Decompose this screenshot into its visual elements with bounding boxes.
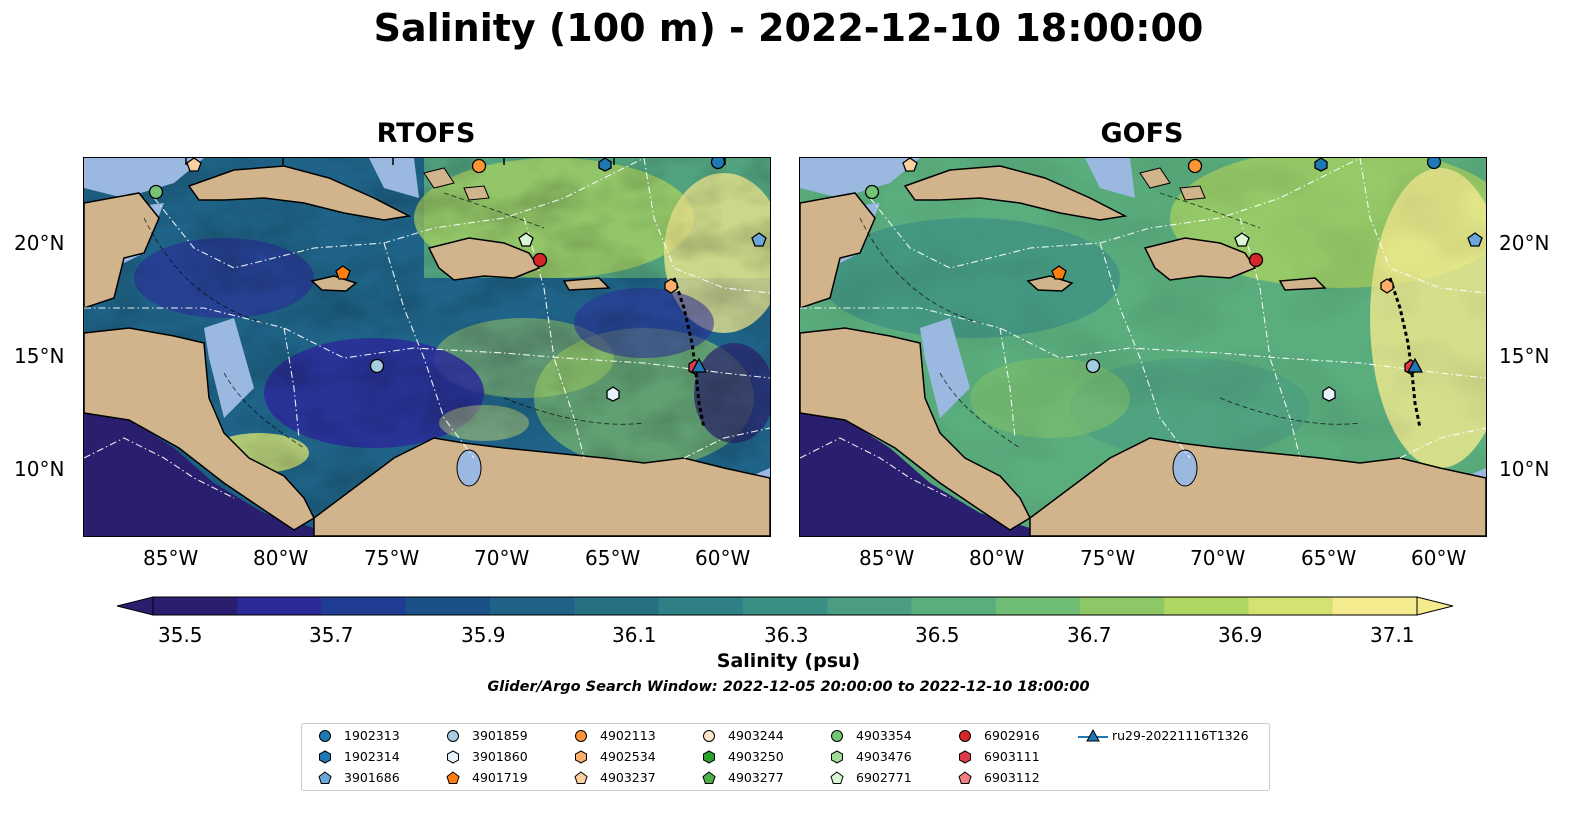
colorbar-tick-35-9: 35.9 xyxy=(461,623,506,647)
colorbar-tick-36-3: 36.3 xyxy=(764,623,809,647)
lon-label-65w-left: 65°W xyxy=(585,546,641,570)
legend-label: 4901719 xyxy=(472,770,528,785)
colorbar-extend-min xyxy=(116,596,154,616)
search-window-note: Glider/Argo Search Window: 2022-12-05 20… xyxy=(487,679,1090,695)
colorbar-segment xyxy=(490,597,575,615)
lon-label-65w-right: 65°W xyxy=(1301,546,1357,570)
legend-label: 3901859 xyxy=(472,728,528,743)
legend-label: 4903250 xyxy=(728,749,784,764)
lat-label-20n-right: 20°N xyxy=(1499,231,1550,255)
lat-label-15n-left: 15°N xyxy=(14,344,65,368)
colorbar-segment xyxy=(911,597,997,615)
legend-label: 6903112 xyxy=(984,770,1040,785)
colorbar-extend-max xyxy=(1416,596,1454,616)
colorbar-segment xyxy=(1332,597,1418,615)
colorbar-tick-37-1: 37.1 xyxy=(1370,623,1415,647)
legend-label: 1902313 xyxy=(344,728,400,743)
lon-label-70w-left: 70°W xyxy=(474,546,530,570)
lon-label-70w-right: 70°W xyxy=(1190,546,1246,570)
colorbar-tick-36-5: 36.5 xyxy=(915,623,960,647)
colorbar-segment xyxy=(995,597,1081,615)
colorbar-segment xyxy=(658,597,744,615)
legend-label: 4902534 xyxy=(600,749,656,764)
lon-label-80w-left: 80°W xyxy=(253,546,309,570)
colorbar-segment xyxy=(153,597,238,615)
panel-title-rtofs: RTOFS xyxy=(376,118,476,149)
legend-label: 6902916 xyxy=(984,728,1040,743)
lat-label-15n-right: 15°N xyxy=(1499,344,1550,368)
legend: 1902313 1902314 3901686 3901859 3901860 49017… xyxy=(301,723,1270,791)
panel-title-gofs: GOFS xyxy=(1100,118,1184,149)
colorbar-label: Salinity (psu) xyxy=(716,650,861,672)
legend-label: 1902314 xyxy=(344,749,400,764)
colorbar-segment xyxy=(574,597,660,615)
colorbar-segment xyxy=(321,597,407,615)
legend-label: 6903111 xyxy=(984,749,1040,764)
lon-label-75w-left: 75°W xyxy=(364,546,420,570)
colorbar-segment xyxy=(237,597,323,615)
legend-label: 6902771 xyxy=(856,770,912,785)
lon-label-85w-left: 85°W xyxy=(143,546,199,570)
colorbar-tick-35-7: 35.7 xyxy=(309,623,354,647)
colorbar-segment xyxy=(827,597,912,615)
colorbar-tick-35-5: 35.5 xyxy=(158,623,203,647)
lat-label-10n-right: 10°N xyxy=(1499,457,1550,481)
colorbar xyxy=(116,596,1454,616)
colorbar-tick-36-7: 36.7 xyxy=(1067,623,1112,647)
lon-label-60w-right: 60°W xyxy=(1411,546,1467,570)
rtofs-map xyxy=(83,157,771,537)
legend-label: 4902113 xyxy=(600,728,656,743)
colorbar-tick-36-9: 36.9 xyxy=(1218,623,1263,647)
gofs-map xyxy=(799,157,1487,537)
colorbar-segment xyxy=(742,597,828,615)
colorbar-segment xyxy=(1248,597,1334,615)
legend-label: 4903244 xyxy=(728,728,784,743)
colorbar-segment xyxy=(1079,597,1165,615)
colorbar-segment xyxy=(1164,597,1249,615)
legend-label: 4903237 xyxy=(600,770,656,785)
lon-label-85w-right: 85°W xyxy=(859,546,915,570)
legend-label: 3901686 xyxy=(344,770,400,785)
lat-label-20n-left: 20°N xyxy=(14,231,65,255)
legend-label: 3901860 xyxy=(472,749,528,764)
lon-label-60w-left: 60°W xyxy=(695,546,751,570)
lat-label-10n-left: 10°N xyxy=(14,457,65,481)
legend-label: 4903354 xyxy=(856,728,912,743)
legend-label: ru29-20221116T1326 xyxy=(1112,728,1249,743)
lon-label-80w-right: 80°W xyxy=(969,546,1025,570)
lon-label-75w-right: 75°W xyxy=(1080,546,1136,570)
legend-label: 4903277 xyxy=(728,770,784,785)
figure-title: Salinity (100 m) - 2022-12-10 18:00:00 xyxy=(373,6,1204,50)
colorbar-segment xyxy=(405,597,491,615)
colorbar-tick-36-1: 36.1 xyxy=(612,623,657,647)
legend-label: 4903476 xyxy=(856,749,912,764)
